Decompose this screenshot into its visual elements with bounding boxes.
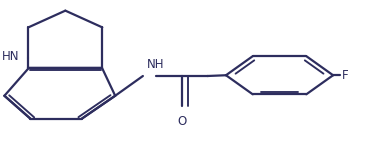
Text: F: F — [342, 69, 349, 82]
Text: NH: NH — [147, 58, 164, 71]
Text: HN: HN — [2, 50, 20, 64]
Text: O: O — [177, 115, 186, 128]
